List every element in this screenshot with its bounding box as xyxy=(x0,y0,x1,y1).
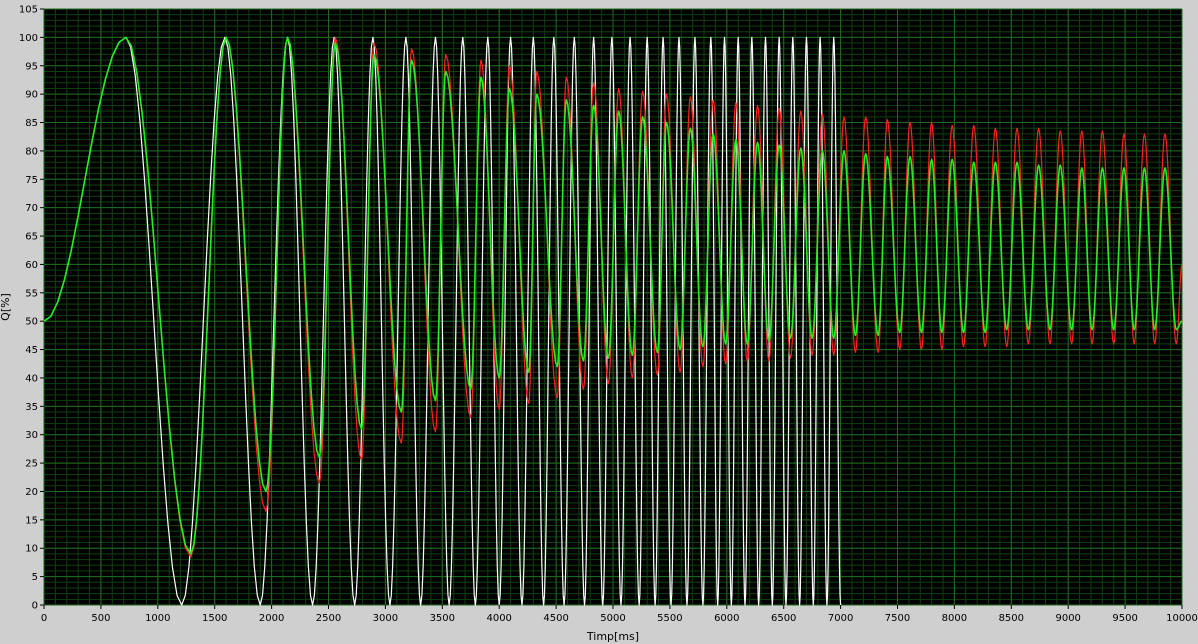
y-tick-label: 45 xyxy=(25,345,38,356)
x-tick-label: 7000 xyxy=(828,613,853,624)
y-tick-label: 75 xyxy=(25,175,38,186)
y-tick-label: 65 xyxy=(25,232,38,243)
y-tick-label: 10 xyxy=(25,544,38,555)
y-tick-label: 55 xyxy=(25,288,38,299)
y-tick-label: 50 xyxy=(25,317,38,328)
x-tick-label: 3000 xyxy=(373,613,398,624)
y-tick-label: 40 xyxy=(25,373,38,384)
series-line-2 xyxy=(43,36,1183,555)
x-tick-label: 6000 xyxy=(714,613,739,624)
x-tick-label: 5500 xyxy=(657,613,682,624)
x-tick-label: 4000 xyxy=(486,613,511,624)
grid-major xyxy=(43,8,1183,606)
x-tick-label: 8000 xyxy=(942,613,967,624)
y-tick-label: 25 xyxy=(25,459,38,470)
y-tick-label: 70 xyxy=(25,203,38,214)
x-tick-label: 1000 xyxy=(145,613,170,624)
series-layer xyxy=(43,36,1183,606)
y-tick-label: 100 xyxy=(19,33,38,44)
x-tick-label: 8500 xyxy=(999,613,1024,624)
x-tick-label: 10000 xyxy=(1166,613,1198,624)
y-tick-label: 90 xyxy=(25,90,38,101)
x-tick-label: 2000 xyxy=(259,613,284,624)
y-tick-label: 105 xyxy=(19,5,38,16)
x-tick-label: 1500 xyxy=(202,613,227,624)
x-tick-label: 6500 xyxy=(771,613,796,624)
y-tick-label: 85 xyxy=(25,118,38,129)
series-line-0 xyxy=(43,36,842,606)
y-tick-label: 5 xyxy=(32,572,38,583)
x-tick-label: 500 xyxy=(91,613,110,624)
y-tick-label: 15 xyxy=(25,515,38,526)
y-tick-label: 20 xyxy=(25,487,38,498)
x-tick-label: 2500 xyxy=(316,613,341,624)
x-tick-label: 4500 xyxy=(543,613,568,624)
x-tick-label: 9500 xyxy=(1112,613,1137,624)
y-tick-label: 80 xyxy=(25,146,38,157)
x-tick-label: 7500 xyxy=(885,613,910,624)
x-tick-label: 9000 xyxy=(1055,613,1080,624)
y-tick-label: 35 xyxy=(25,402,38,413)
y-axis-ticks: 0 5 10 15 20 25 30 35 40 45 50 55 60 65 70 75 80 85 90 95 10… xyxy=(19,5,44,612)
x-tick-label: 5000 xyxy=(600,613,625,624)
x-axis-label: Timp[ms] xyxy=(586,630,639,643)
x-tick-label: 0 xyxy=(41,613,47,624)
y-tick-label: 60 xyxy=(25,260,38,271)
y-axis-label: Q[%] xyxy=(0,293,12,321)
y-tick-label: 30 xyxy=(25,430,38,441)
x-axis-ticks: 0 500 1000 1500 2000 2500 3000 3500 4000 4500 5000… xyxy=(41,605,1198,624)
y-tick-label: 95 xyxy=(25,61,38,72)
y-tick-label: 0 xyxy=(32,601,38,612)
x-tick-label: 3500 xyxy=(430,613,455,624)
